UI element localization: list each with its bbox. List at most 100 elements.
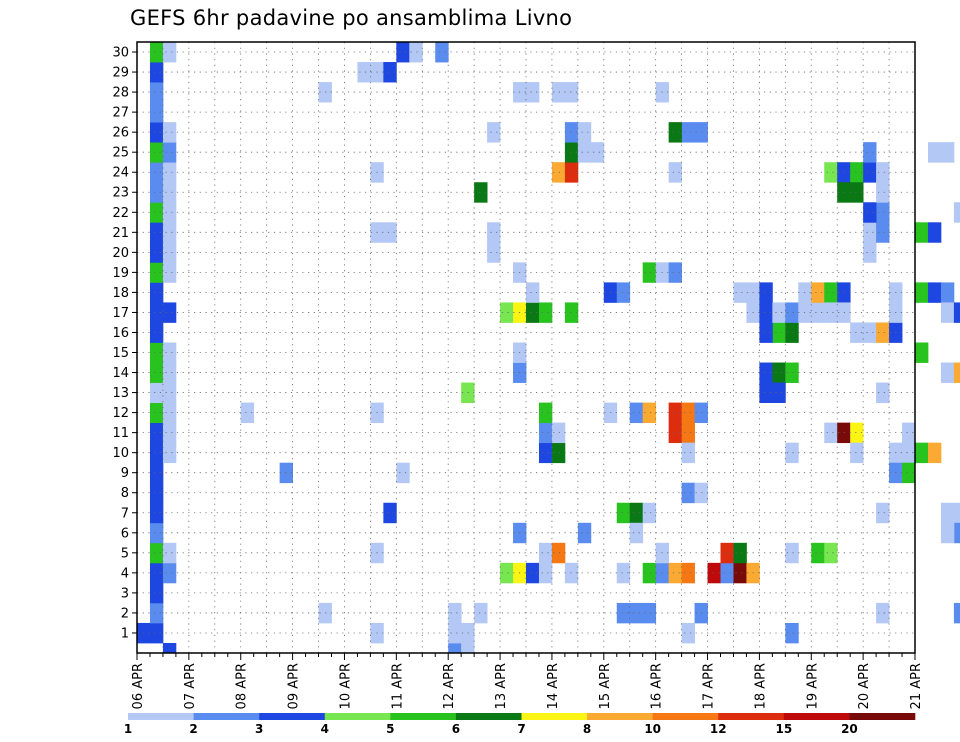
heatmap-cell: [863, 162, 877, 183]
heatmap-cell: [720, 562, 734, 584]
heatmap-cell: [902, 462, 916, 484]
heatmap-cell: [953, 302, 960, 323]
heatmap-cell: [149, 322, 164, 343]
heatmap-cell: [162, 182, 177, 203]
colorbar-label: 12: [710, 722, 727, 736]
y-tick-label: 9: [121, 466, 129, 481]
heatmap-cell: [149, 522, 164, 544]
heatmap-cell: [149, 222, 164, 243]
heatmap-cell: [590, 142, 605, 163]
heatmap-cell: [577, 122, 592, 143]
heatmap-cell: [915, 222, 929, 243]
x-tick-label: 06 APR: [131, 663, 146, 709]
heatmap-cell: [668, 402, 682, 424]
heatmap-cell: [759, 382, 773, 403]
heatmap-cell: [681, 562, 695, 584]
heatmap-cell: [863, 202, 877, 223]
heatmap-cell: [642, 562, 657, 584]
heatmap-cell: [785, 442, 799, 464]
colorbar-label: 15: [775, 722, 792, 736]
x-tick-label: 11 APR: [390, 663, 405, 709]
heatmap-cell: [785, 542, 799, 564]
heatmap-cell: [940, 522, 955, 544]
heatmap-cell: [759, 362, 773, 383]
heatmap-cell: [487, 122, 501, 143]
heatmap-cell: [149, 602, 164, 624]
heatmap-cell: [629, 522, 644, 544]
heatmap-cell: [551, 162, 566, 183]
x-tick-label: 20 APR: [857, 663, 872, 709]
heatmap-cell: [149, 82, 164, 103]
heatmap-cell: [162, 242, 177, 263]
heatmap-cell: [863, 242, 877, 263]
heatmap-cell: [149, 182, 164, 203]
colorbar-label: 6: [452, 722, 460, 736]
heatmap-cell: [642, 402, 657, 424]
heatmap-cell: [149, 402, 164, 424]
heatmap-cells: [137, 42, 960, 654]
heatmap-cell: [811, 282, 825, 303]
heatmap-cell: [953, 522, 960, 544]
heatmap-cell: [681, 482, 695, 504]
heatmap-cell: [448, 602, 462, 624]
heatmap-cell: [383, 62, 397, 83]
heatmap-cell: [785, 322, 799, 343]
y-tick-label: 28: [112, 86, 129, 101]
heatmap-cell: [953, 602, 960, 624]
heatmap-cell: [720, 542, 734, 564]
colorbar-label: 2: [189, 722, 197, 736]
heatmap-cell: [733, 542, 747, 564]
heatmap-cell: [149, 542, 164, 564]
heatmap-cell: [694, 402, 708, 424]
heatmap-cell: [149, 382, 164, 403]
heatmap-cell: [526, 302, 540, 323]
y-tick-label: 4: [121, 566, 129, 581]
colorbar-segment: [718, 713, 785, 720]
heatmap-cell: [538, 422, 553, 444]
heatmap-cell: [642, 502, 657, 524]
y-tick-label: 3: [121, 586, 129, 601]
heatmap-cell: [642, 602, 657, 624]
heatmap-cell: [824, 162, 838, 183]
heatmap-cell: [162, 302, 177, 323]
y-tick-label: 5: [121, 546, 129, 561]
heatmap-cell: [474, 602, 488, 624]
heatmap-cell: [149, 622, 164, 644]
heatmap-cell: [940, 142, 955, 163]
heatmap-cell: [162, 262, 177, 283]
heatmap-cell: [461, 642, 475, 654]
heatmap-cell: [564, 122, 579, 143]
y-tick-label: 21: [112, 226, 129, 241]
y-tick-label: 30: [112, 46, 129, 61]
heatmap-cell: [564, 82, 579, 103]
heatmap-cell: [811, 542, 825, 564]
heatmap-cell: [564, 302, 579, 323]
colorbar-label: 5: [386, 722, 394, 736]
heatmap-cell: [824, 422, 838, 444]
colorbar-label: 1: [124, 722, 132, 736]
heatmap-cell: [694, 482, 708, 504]
heatmap-cell: [538, 562, 553, 584]
y-tick-label: 16: [112, 326, 129, 341]
heatmap-cell: [733, 282, 747, 303]
y-tick-label: 26: [112, 126, 129, 141]
heatmap-cell: [357, 62, 371, 83]
heatmap-cell: [149, 502, 164, 524]
heatmap-cell: [629, 402, 644, 424]
x-tick-label: 21 APR: [909, 663, 924, 709]
heatmap-cell: [162, 562, 177, 584]
heatmap-cell: [940, 282, 955, 303]
colorbar-label: 20: [841, 722, 858, 736]
colorbar-segment: [390, 713, 457, 720]
heatmap-cell: [824, 542, 838, 564]
x-tick-label: 09 APR: [287, 663, 302, 709]
y-tick-label: 27: [112, 106, 129, 121]
x-axis: 06 APR 07 APR 08 APR 09 APR 10 APR 11 APR 12 A…: [131, 653, 924, 709]
heatmap-cell: [927, 142, 942, 163]
heatmap-cell: [863, 322, 877, 343]
x-tick-label: 16 APR: [650, 663, 665, 709]
colorbar-legend: 1 2 3 4 5 6 7 8 10 12 15 20: [124, 713, 916, 736]
x-tick-label: 12 APR: [442, 663, 457, 709]
heatmap-cell: [162, 122, 177, 143]
heatmap-cell: [149, 142, 164, 163]
